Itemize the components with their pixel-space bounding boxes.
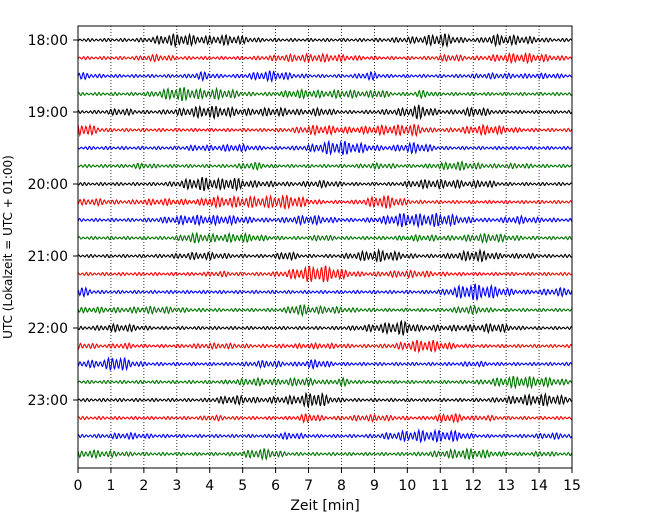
x-tick-label-15: 15 [563, 478, 581, 494]
trace-1945 [77, 159, 572, 172]
trace-series [77, 32, 573, 461]
plot-frame [77, 25, 573, 469]
y-tick-label-1900: 19:00 [28, 105, 68, 121]
y-tick-label-2200: 22:00 [28, 321, 68, 337]
trace-2230 [77, 356, 573, 372]
y-tick-label-2100: 21:00 [28, 249, 68, 265]
x-tick-label-0: 0 [74, 478, 83, 494]
x-tick-label-5: 5 [238, 478, 247, 494]
x-tick-label-11: 11 [431, 478, 449, 494]
x-tick-label-8: 8 [337, 478, 346, 494]
x-tick-label-12: 12 [464, 478, 482, 494]
x-tick-label-10: 10 [398, 478, 416, 494]
trace-2030 [77, 212, 573, 229]
trace-2200 [77, 319, 572, 336]
trace-2215 [77, 339, 573, 354]
x-tick-label-1: 1 [106, 478, 115, 494]
x-tick-label-7: 7 [304, 478, 313, 494]
trace-2130 [77, 283, 573, 301]
trace-2115 [77, 265, 573, 283]
trace-2345 [77, 447, 573, 461]
x-tick-label-2: 2 [139, 478, 148, 494]
trace-1915 [77, 123, 573, 138]
trace-2100 [77, 247, 573, 263]
trace-2045 [77, 231, 573, 244]
trace-1900 [77, 104, 573, 121]
y-tick-label-2300: 23:00 [28, 393, 68, 409]
x-axis-label: Zeit [min] [290, 498, 359, 514]
trace-2145 [77, 303, 573, 318]
x-tick-label-14: 14 [530, 478, 548, 494]
x-tick-label-6: 6 [271, 478, 280, 494]
x-axis-ticks: 0 1 2 3 4 5 6 7 8 9 10 11 12 13 14 15 [74, 468, 581, 494]
trace-1815 [77, 51, 573, 65]
trace-2000 [77, 176, 573, 192]
trace-1800 [77, 32, 573, 49]
y-tick-label-2000: 20:00 [28, 177, 68, 193]
trace-1845 [77, 86, 573, 102]
x-tick-label-4: 4 [205, 478, 214, 494]
trace-2015 [77, 194, 573, 210]
y-tick-label-1800: 18:00 [28, 33, 68, 49]
trace-2300 [77, 391, 573, 408]
trace-2245 [77, 375, 573, 390]
trace-2315 [77, 413, 573, 424]
y-axis-ticks: 18:00 19:00 20:00 21:00 22:00 23:00 [28, 33, 78, 409]
trace-1830 [77, 69, 573, 83]
trace-2330 [77, 428, 573, 444]
x-tick-label-3: 3 [172, 478, 181, 494]
x-tick-label-13: 13 [497, 478, 515, 494]
y-axis-label: UTC (Lokalzeit = UTC + 01:00) [1, 155, 15, 339]
trace-1930 [77, 139, 573, 156]
x-tick-label-9: 9 [370, 478, 379, 494]
